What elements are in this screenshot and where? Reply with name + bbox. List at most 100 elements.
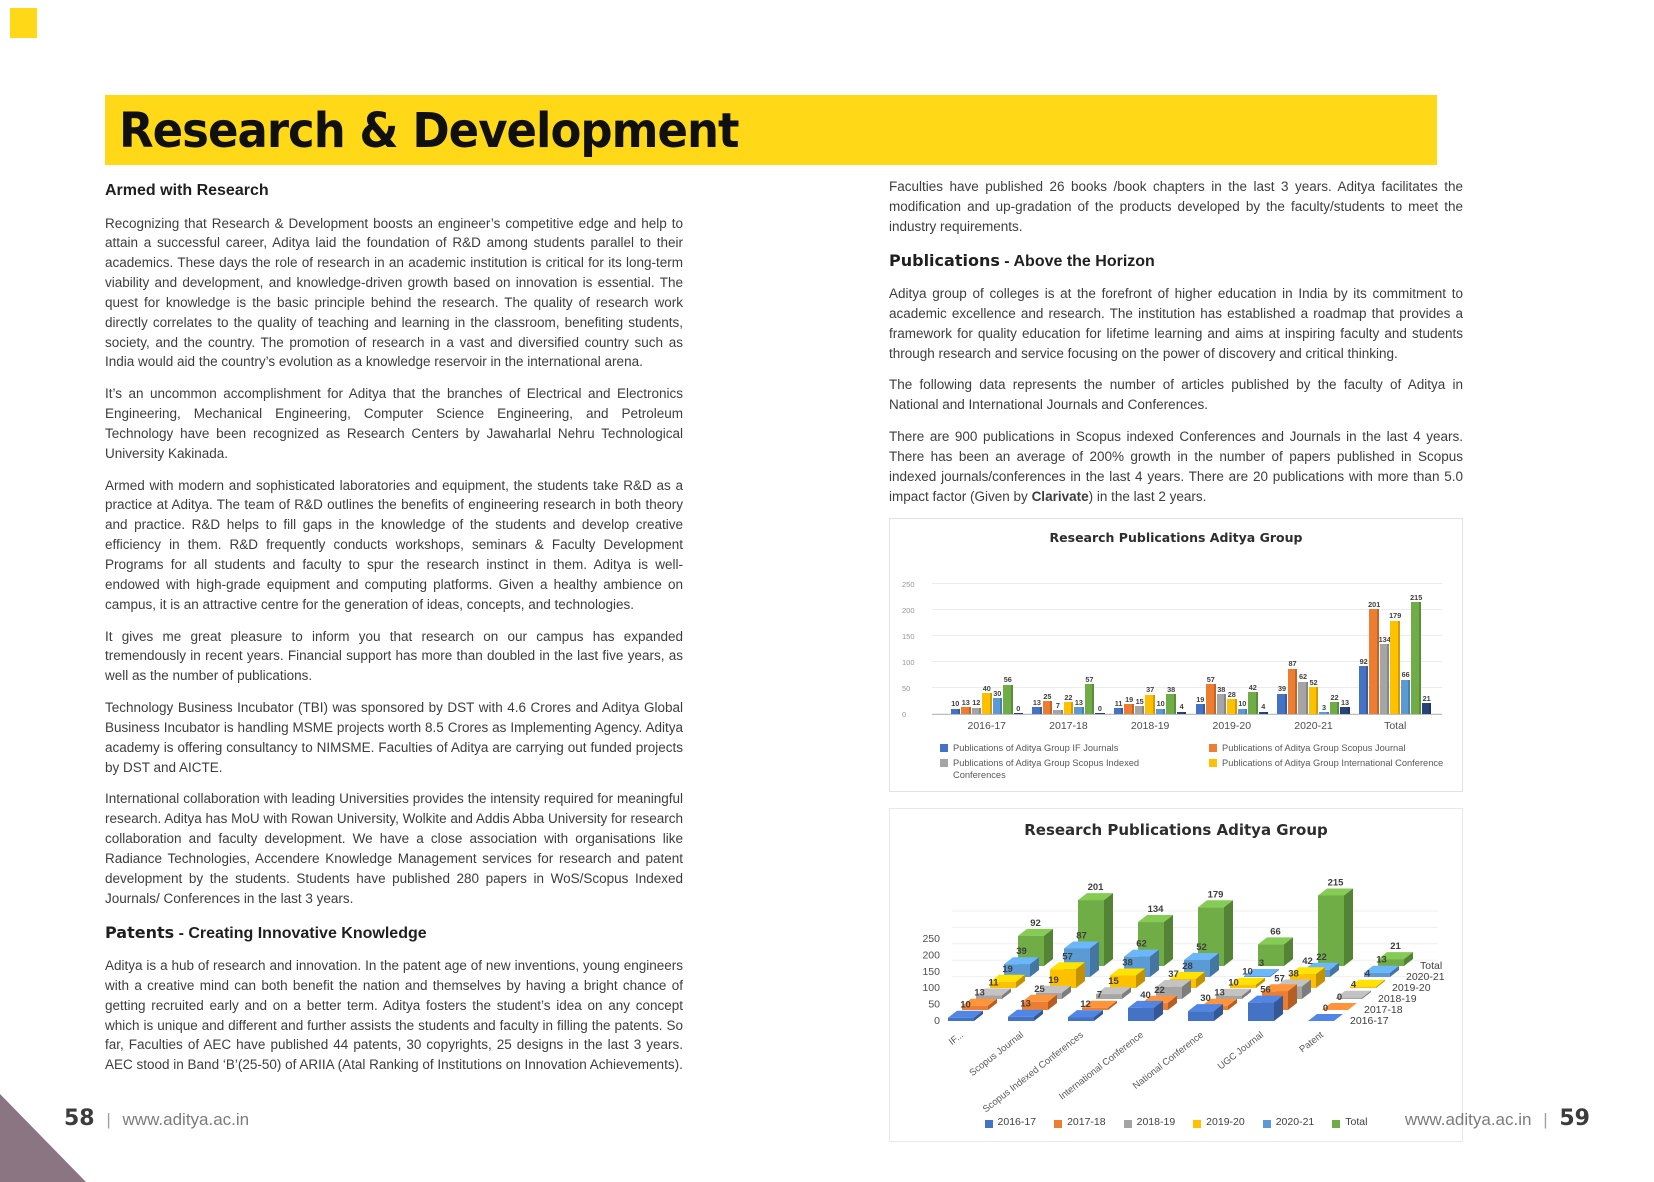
bar-side: [1136, 968, 1145, 989]
bar-value-label: 62: [1298, 672, 1308, 682]
x-axis-label: IF...: [947, 1030, 966, 1048]
bar-value-label: 87: [1076, 931, 1087, 942]
y-tick-label: 250: [922, 933, 940, 945]
bar-value-label: 57: [1062, 951, 1073, 962]
bar-top: [1064, 941, 1099, 949]
series-label: 2017-18: [1364, 1004, 1403, 1016]
bar: [1379, 644, 1390, 714]
x-axis-label: 2016-17: [967, 720, 1007, 733]
bar: [962, 1005, 988, 1011]
bar-value-label: 0: [1016, 704, 1021, 714]
bar-value-label: 57: [1274, 973, 1285, 984]
bar-value-label: 57: [1206, 674, 1215, 684]
bar-value-label: 15: [1135, 696, 1144, 706]
bar-value-label: 38: [1217, 684, 1226, 694]
y-tick-label: 150: [922, 966, 940, 978]
bar: [1329, 702, 1340, 714]
bar-value-label: 56: [1003, 675, 1012, 685]
legend-item: 2020-21: [1262, 1115, 1314, 1130]
legend-swatch: [984, 1119, 993, 1128]
bar: [1318, 895, 1344, 967]
paragraph: International collaboration with leading…: [105, 791, 684, 906]
bar-wrap: 19: [1195, 694, 1206, 714]
paragraph: Aditya is a hub of research and innovati…: [105, 958, 683, 1073]
bar: [1340, 707, 1350, 714]
bar-side: [1108, 1000, 1117, 1011]
bar-wrap: 87: [1287, 660, 1298, 714]
bar-value-label: 19: [1196, 694, 1205, 704]
bar-wrap: 66: [1400, 671, 1411, 714]
bar-value-label: 179: [1389, 611, 1402, 621]
bar-top: [1110, 968, 1145, 976]
footer-url[interactable]: www.aditya.ac.in: [122, 1110, 250, 1129]
bar-value-label: 12: [1080, 999, 1091, 1010]
bar: [950, 708, 960, 714]
bar-value-label: 134: [1378, 634, 1391, 644]
legend-item: Publications of Aditya Group IF Journals: [940, 742, 1179, 754]
bar-value-label: 19: [1002, 964, 1013, 975]
bar-value-label: 4: [1179, 702, 1184, 712]
bar-value-label: 13: [1376, 955, 1387, 966]
bar-side: [1210, 953, 1219, 978]
bar: [1113, 708, 1124, 714]
bar-side: [1168, 995, 1177, 1011]
bar-value-label: 42: [1302, 956, 1313, 967]
bar-value-label: 38: [1288, 969, 1299, 980]
bar-value-label: 25: [1034, 984, 1045, 995]
legend-label: Publications of Aditya Group Scopus Jour…: [1222, 742, 1406, 753]
bar: [1110, 975, 1136, 989]
chart1-title: Research Publications Aditya Group: [1049, 530, 1303, 546]
bar-side: [1104, 893, 1113, 967]
bar-top: [1078, 893, 1113, 901]
bar: [1308, 686, 1319, 714]
bar: [1003, 684, 1013, 714]
right-column: Faculties have published 26 books /book …: [889, 177, 1463, 1142]
footer-divider: |: [106, 1110, 111, 1129]
legend-item: 2018-19: [1123, 1115, 1175, 1130]
bar-value-label: 3: [1259, 958, 1264, 969]
bar-top: [1184, 953, 1219, 961]
legend-swatch: [1209, 743, 1217, 752]
bar: [1008, 1016, 1034, 1022]
bar-value-label: 19: [1125, 694, 1134, 704]
bar-value-label: 92: [1030, 918, 1041, 929]
bar-value-label: 13: [1074, 697, 1083, 707]
series-label: 2016-17: [1350, 1015, 1389, 1027]
gridline: 50: [902, 684, 1442, 693]
bar-value-label: 15: [1108, 976, 1119, 987]
bar-top: [1308, 1014, 1343, 1022]
bar-value-label: 62: [1136, 939, 1147, 950]
legend-swatch: [1193, 1119, 1202, 1128]
bar-value-label: 56: [1260, 985, 1271, 996]
bar-group: 10 13 12 40 30 56 0 2016-17: [950, 564, 1024, 732]
x-axis-label: Patent: [1297, 1030, 1326, 1056]
bar-wrap: 13: [1032, 699, 1043, 714]
bar: [1378, 959, 1404, 967]
legend-item: Publications of Aditya Group Scopus Inde…: [940, 757, 1179, 781]
bar: [1145, 694, 1155, 714]
bar-side: [1330, 962, 1339, 978]
bar-wrap: 134: [1378, 634, 1391, 714]
footer-url[interactable]: www.aditya.ac.in: [1404, 1110, 1532, 1129]
bar-wrap: 15: [1134, 696, 1145, 714]
bar-wrap: 28: [1227, 691, 1238, 714]
bar: [1004, 964, 1030, 978]
bar-value-label: 4: [1261, 702, 1266, 712]
bar-side: [1214, 1004, 1223, 1022]
bar-value-label: 201: [1088, 882, 1105, 893]
bar: [1248, 1002, 1274, 1022]
chart1-legend: Publications of Aditya Group IF Journals…: [898, 740, 1454, 787]
bar-wrap: 25: [1042, 692, 1053, 714]
bar-top: [1350, 979, 1385, 987]
bar: [1022, 1001, 1048, 1011]
bar: [1013, 713, 1023, 714]
y-tick-label: 250: [902, 579, 915, 589]
bar-value-label: 42: [1248, 682, 1257, 692]
y-tick-label: 0: [902, 709, 907, 719]
bar-wrap: 57: [1084, 676, 1095, 714]
section-heading-armed-with-research: Armed with Research: [105, 182, 269, 199]
bar-wrap: 0: [1095, 705, 1106, 714]
bar: [1258, 944, 1284, 967]
bar-wrap: 4: [1258, 702, 1269, 714]
